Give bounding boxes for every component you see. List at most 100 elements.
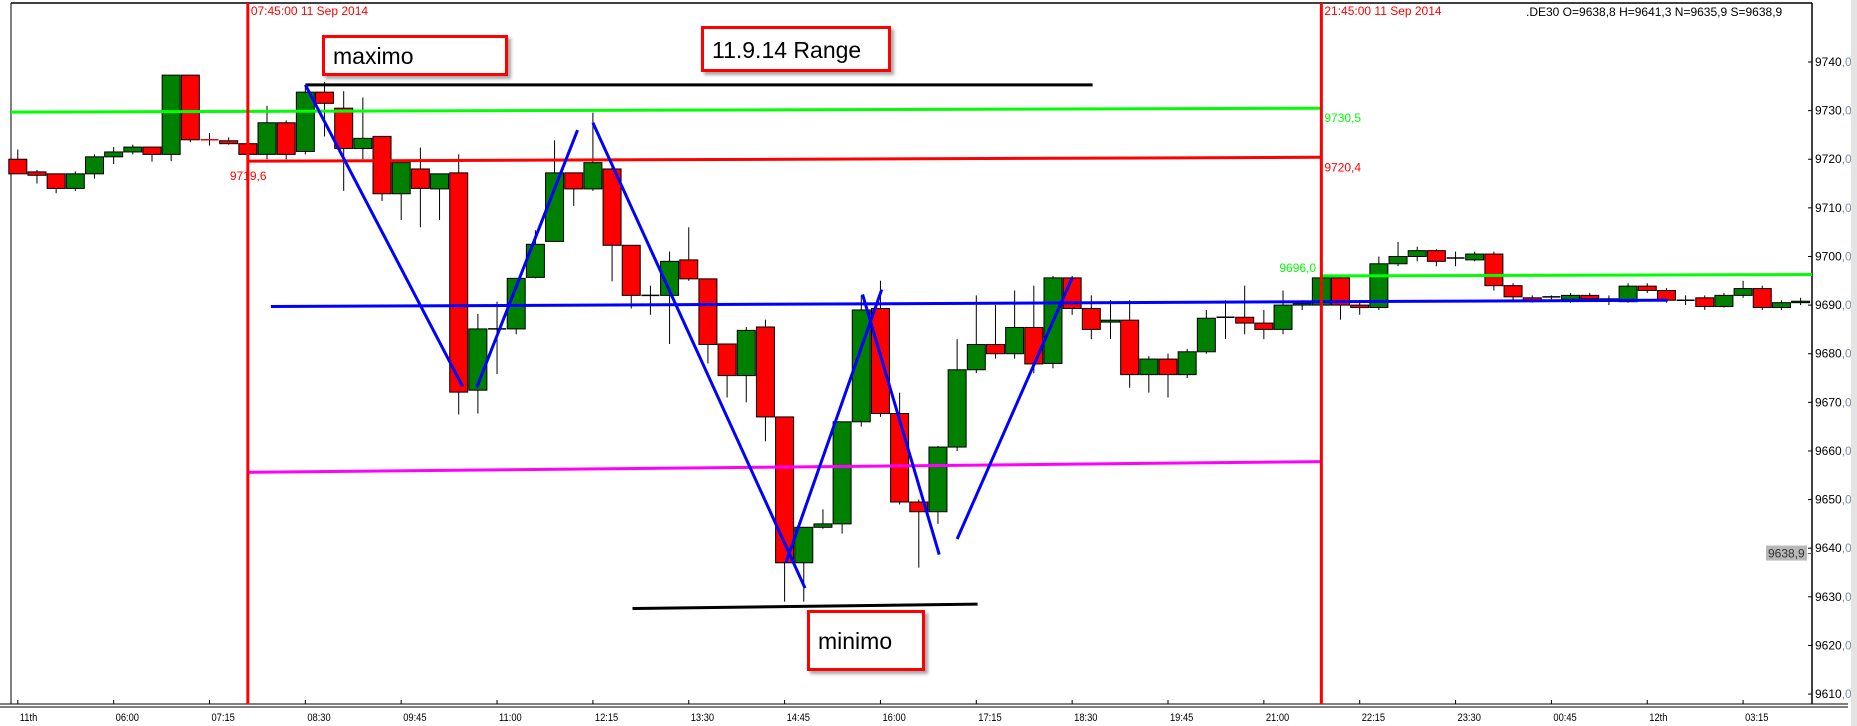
candle-body — [46, 173, 66, 189]
candle — [1465, 251, 1485, 262]
candle — [410, 147, 430, 228]
drawing-label: 9720,4 — [1324, 160, 1361, 174]
candle — [813, 509, 833, 529]
candle — [200, 132, 219, 146]
candle-body — [564, 172, 584, 190]
candle — [1426, 249, 1446, 267]
candle-body — [985, 343, 1005, 355]
candle — [947, 339, 967, 451]
candle-body — [65, 173, 85, 189]
candle — [985, 305, 1005, 359]
candle — [1580, 292, 1600, 301]
candle-body — [1771, 302, 1791, 309]
candle — [660, 251, 680, 344]
annotation-minimo[interactable]: minimo — [807, 610, 925, 671]
candle — [602, 166, 622, 282]
candle — [1637, 283, 1657, 293]
candle-body — [775, 416, 795, 564]
y-tick-label: 9700,0 — [1815, 249, 1852, 263]
candle — [1235, 285, 1255, 335]
candle — [1273, 290, 1293, 335]
candle-body — [1100, 319, 1120, 323]
candle — [449, 154, 469, 415]
y-tick-label: 9680,0 — [1815, 347, 1852, 361]
candle — [142, 146, 162, 162]
drawing-swing-6 — [955, 277, 1074, 540]
x-tick-label: 11th — [20, 712, 37, 724]
candle — [909, 499, 929, 568]
candle — [1503, 283, 1523, 301]
candle-body — [142, 146, 162, 155]
candle — [966, 295, 986, 374]
candle-body — [180, 74, 200, 141]
drawing-next-green — [1321, 272, 1813, 278]
candle-body — [890, 413, 910, 503]
candle — [1024, 285, 1044, 374]
drawing-swing-1 — [304, 84, 464, 387]
x-tick-label: 09:45 — [403, 712, 427, 724]
candle-body — [1120, 319, 1140, 376]
candle — [180, 74, 200, 143]
candle-body — [506, 277, 526, 330]
y-tick-label: 9660,0 — [1815, 444, 1852, 458]
x-tick-label: 23:30 — [1458, 712, 1482, 724]
annotation-maximo[interactable]: maximo — [322, 35, 508, 76]
candle-body — [8, 158, 28, 175]
candle-body — [1714, 294, 1734, 308]
candle-body — [1331, 277, 1351, 306]
drawing-pivot-blue — [270, 300, 1322, 309]
candle-body — [1005, 326, 1025, 355]
candle — [219, 137, 239, 145]
instrument-readout: .DE30 O=9638,8 H=9641,3 N=9635,9 S=9638,… — [1526, 5, 1783, 19]
candle-body — [315, 91, 335, 104]
candle — [46, 173, 66, 194]
candle-body — [1580, 294, 1600, 300]
candle-body — [27, 171, 47, 176]
candle-body — [1791, 300, 1811, 304]
candle — [621, 244, 641, 309]
candle-body — [1081, 308, 1101, 330]
y-tick-label: 9710,0 — [1815, 201, 1852, 215]
x-tick-label: 21:00 — [1266, 712, 1290, 724]
y-tick-label: 9730,0 — [1815, 104, 1852, 118]
candle-body — [1503, 285, 1523, 298]
candle — [1407, 246, 1427, 262]
candle-body — [334, 107, 354, 150]
candle — [8, 149, 28, 175]
candle — [334, 91, 354, 191]
x-tick-label: 07:15 — [212, 712, 236, 724]
candle — [295, 86, 315, 155]
candle — [1446, 251, 1465, 267]
candle — [1139, 356, 1159, 393]
candle — [104, 147, 124, 165]
candle-body — [161, 74, 181, 155]
candle-body — [909, 501, 929, 513]
candle — [890, 392, 910, 505]
candle — [736, 326, 756, 403]
candle-body — [1235, 316, 1255, 324]
drawing-swing-3 — [591, 122, 807, 589]
scrollbar[interactable] — [1851, 0, 1857, 726]
candle-body — [104, 151, 124, 158]
x-tick-label: 03:15 — [1745, 712, 1769, 724]
drawing-label: 9730,5 — [1324, 111, 1361, 125]
candle-body — [449, 172, 469, 393]
candle — [1196, 309, 1216, 354]
candle — [1100, 300, 1120, 340]
candle-body — [123, 146, 143, 153]
y-tick-label: 9620,0 — [1815, 638, 1852, 652]
candle-body — [219, 140, 239, 145]
candle-body — [1637, 285, 1657, 292]
candle-body — [1254, 322, 1274, 330]
candle-body — [621, 244, 641, 296]
candle-body — [832, 421, 852, 525]
current-price-marker — [1766, 545, 1807, 561]
drawing-range-low-magenta — [247, 460, 1322, 474]
candle-body — [391, 162, 411, 195]
candle-body — [1024, 326, 1044, 365]
annotation-range-title[interactable]: 11.9.14 Range — [701, 26, 891, 72]
x-tick-label: 14:45 — [787, 712, 811, 724]
x-tick-label: 12th — [1649, 712, 1667, 724]
candle — [27, 169, 47, 184]
candle-body — [276, 122, 296, 155]
